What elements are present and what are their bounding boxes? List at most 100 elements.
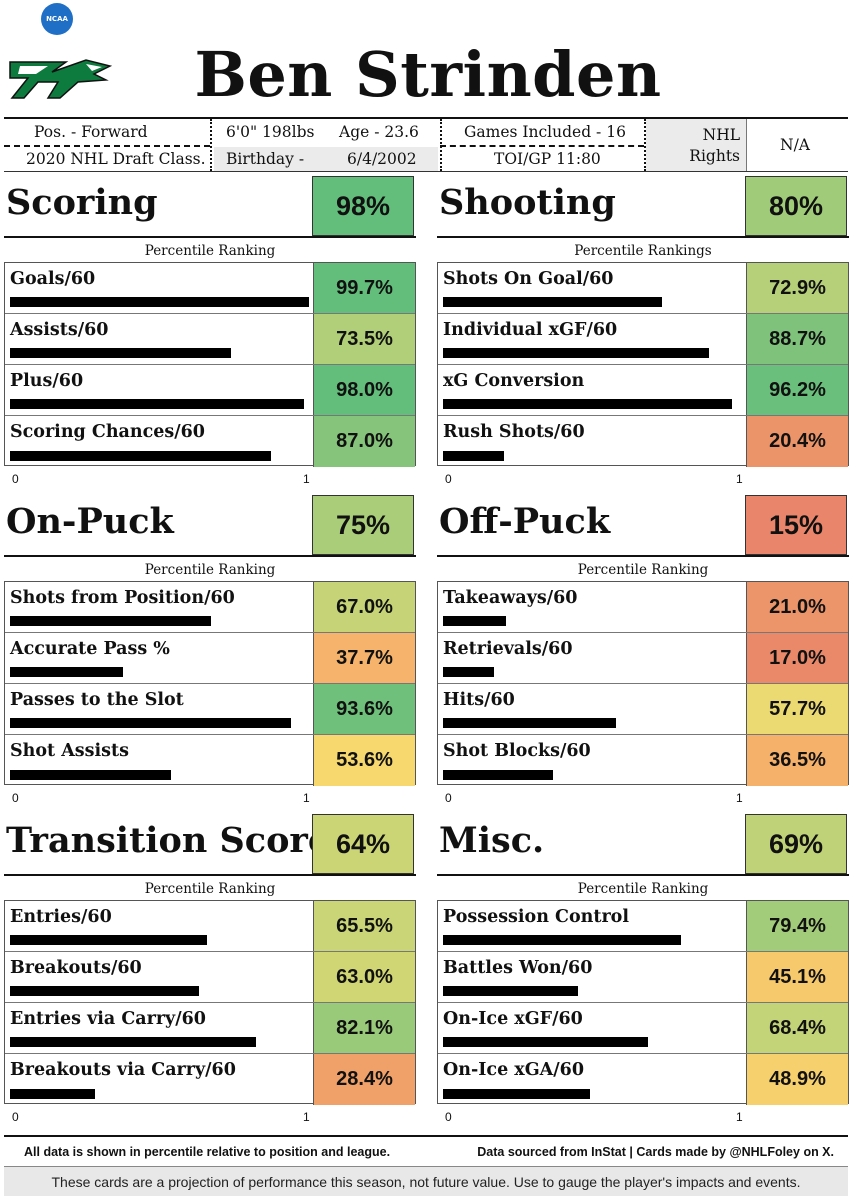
stat-label: On-Ice xGF/60 <box>443 1009 583 1029</box>
stat-bar <box>443 718 616 728</box>
section-caption: Percentile Rankings <box>574 243 712 259</box>
stat-value: 28.4% <box>313 1054 415 1105</box>
stat-row: Shots On Goal/60 72.9% <box>438 263 848 314</box>
stat-bar <box>443 986 578 996</box>
stat-value: 37.7% <box>313 633 415 683</box>
stat-value: 63.0% <box>313 952 415 1002</box>
section-header: Shooting 80% <box>437 176 849 238</box>
stat-bar <box>443 1037 648 1047</box>
stat-label: Accurate Pass % <box>10 639 170 659</box>
stat-bar <box>10 348 231 358</box>
section-title: On-Puck <box>6 501 174 542</box>
stat-bar <box>10 986 199 996</box>
stat-bar <box>443 770 553 780</box>
stat-value: 82.1% <box>313 1003 415 1053</box>
section-caption: Percentile Ranking <box>577 881 709 897</box>
birthday-value: 6/4/2002 <box>347 150 417 168</box>
player-name: Ben Strinden <box>194 38 662 111</box>
stat-rows: Shots On Goal/60 72.9% Individual xGF/60 88… <box>437 262 849 467</box>
stat-label: Possession Control <box>443 907 629 927</box>
stat-row: Shots from Position/60 67.0% <box>5 582 415 633</box>
section-score: 98% <box>312 176 414 236</box>
stat-bar <box>10 399 304 409</box>
stat-label: Goals/60 <box>10 269 96 289</box>
stat-value: 88.7% <box>746 314 848 364</box>
stat-label: On-Ice xGA/60 <box>443 1060 584 1080</box>
stat-row: Retrievals/60 17.0% <box>438 633 848 684</box>
axis-tick-0: 0 <box>445 791 452 805</box>
stat-row: Goals/60 99.7% <box>5 263 415 314</box>
stat-label: Hits/60 <box>443 690 515 710</box>
rights-label-1: NHL <box>702 126 740 144</box>
stat-row: Plus/60 98.0% <box>5 365 415 416</box>
axis-tick-1: 1 <box>736 791 743 805</box>
rights-label-2: Rights <box>689 147 740 165</box>
section-caption: Percentile Ranking <box>144 562 276 578</box>
stat-label: Passes to the Slot <box>10 690 184 710</box>
rights-value: N/A <box>780 136 810 154</box>
axis-tick-1: 1 <box>303 1110 310 1124</box>
stat-bar <box>443 297 662 307</box>
stat-row: Breakouts/60 63.0% <box>5 952 415 1003</box>
stat-value: 20.4% <box>746 416 848 467</box>
stat-value: 93.6% <box>313 684 415 734</box>
stat-rows: Takeaways/60 21.0% Retrievals/60 17.0% Hits/… <box>437 581 849 786</box>
stat-value: 21.0% <box>746 582 848 632</box>
footer-credit: Data sourced from InStat | Cards made by… <box>477 1145 834 1159</box>
stat-bar <box>10 616 211 626</box>
axis-tick-1: 1 <box>303 791 310 805</box>
stat-value: 45.1% <box>746 952 848 1002</box>
section-title: Transition Score <box>6 820 331 861</box>
stat-row: Hits/60 57.7% <box>438 684 848 735</box>
section-title: Scoring <box>6 182 158 223</box>
section-title: Off-Puck <box>439 501 611 542</box>
stat-label: Rush Shots/60 <box>443 422 585 442</box>
stat-rows: Entries/60 65.5% Breakouts/60 63.0% Entries … <box>4 900 416 1105</box>
stat-label: Entries via Carry/60 <box>10 1009 206 1029</box>
stat-value: 68.4% <box>746 1003 848 1053</box>
stat-row: Rush Shots/60 20.4% <box>438 416 848 467</box>
stat-row: Takeaways/60 21.0% <box>438 582 848 633</box>
stat-value: 53.6% <box>313 735 415 786</box>
axis-tick-0: 0 <box>12 472 19 486</box>
ncaa-logo: NCAA <box>41 3 73 35</box>
stat-bar <box>443 451 504 461</box>
stat-value: 48.9% <box>746 1054 848 1105</box>
section-score: 75% <box>312 495 414 555</box>
birthday-cell: Birthday - 6/4/2002 <box>214 147 438 172</box>
stat-row: On-Ice xGF/60 68.4% <box>438 1003 848 1054</box>
section-score: 69% <box>745 814 847 874</box>
stat-row: Scoring Chances/60 87.0% <box>5 416 415 467</box>
section-header: Transition Score 64% <box>4 814 416 876</box>
toi-text: TOI/GP 11:80 <box>494 150 601 168</box>
stat-row: xG Conversion 96.2% <box>438 365 848 416</box>
stat-value: 67.0% <box>313 582 415 632</box>
stat-value: 79.4% <box>746 901 848 951</box>
stat-bar <box>10 770 171 780</box>
stat-bar <box>443 616 506 626</box>
stat-bar <box>10 1037 256 1047</box>
stat-bar <box>10 935 207 945</box>
footer-bar: All data is shown in percentile relative… <box>4 1135 848 1165</box>
stat-value: 98.0% <box>313 365 415 415</box>
position-text: Pos. - Forward <box>34 123 148 141</box>
section-header: Scoring 98% <box>4 176 416 238</box>
stat-rows: Possession Control 79.4% Battles Won/60 45.… <box>437 900 849 1105</box>
stat-row: Passes to the Slot 93.6% <box>5 684 415 735</box>
stat-value: 96.2% <box>746 365 848 415</box>
stat-bar <box>10 667 123 677</box>
stat-row: Entries via Carry/60 82.1% <box>5 1003 415 1054</box>
axis-tick-0: 0 <box>445 472 452 486</box>
stat-label: Assists/60 <box>10 320 109 340</box>
section-caption: Percentile Ranking <box>577 562 709 578</box>
stat-bar <box>10 718 291 728</box>
stat-bar <box>10 297 309 307</box>
section-title: Misc. <box>439 820 545 861</box>
stat-label: Shot Blocks/60 <box>443 741 591 761</box>
stat-label: xG Conversion <box>443 371 585 391</box>
stat-row: Individual xGF/60 88.7% <box>438 314 848 365</box>
stat-label: Individual xGF/60 <box>443 320 618 340</box>
axis-tick-0: 0 <box>12 791 19 805</box>
footer-note-left: All data is shown in percentile relative… <box>24 1145 391 1159</box>
stat-bar <box>10 451 271 461</box>
